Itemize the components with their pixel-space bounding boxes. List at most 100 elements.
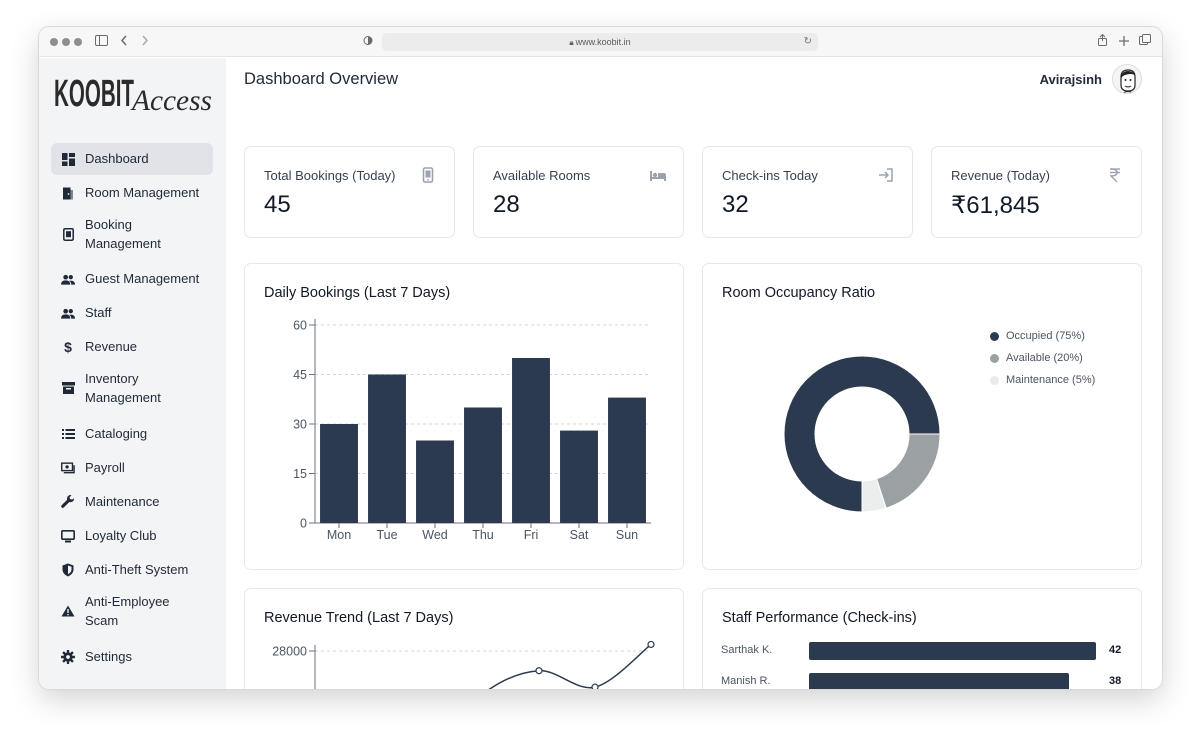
sidebar-item-anti-theft-system[interactable]: Anti-Theft System bbox=[51, 554, 213, 586]
legend-label: Maintenance (5%) bbox=[1006, 374, 1096, 386]
occupancy-card: Room Occupancy Ratio Occupied (75%) Avail… bbox=[702, 263, 1142, 570]
sidebar-item-booking-management[interactable]: Booking Management bbox=[51, 211, 213, 257]
avatar[interactable] bbox=[1112, 64, 1142, 94]
new-tab-icon[interactable] bbox=[1119, 33, 1129, 51]
payroll-icon bbox=[61, 461, 75, 475]
stat-value: 45 bbox=[264, 191, 291, 218]
sidebar-item-label: Payroll bbox=[85, 460, 125, 475]
legend-swatch bbox=[990, 375, 999, 385]
address-bar[interactable]: 🔒︎ www.koobit.in ↻ bbox=[382, 33, 818, 51]
stat-value: 32 bbox=[722, 191, 749, 218]
sidebar-item-label: Revenue bbox=[85, 339, 138, 354]
shield-icon bbox=[61, 563, 75, 577]
pie-slice[interactable] bbox=[875, 433, 941, 509]
card-title: Room Occupancy Ratio bbox=[722, 285, 876, 301]
sidebar-item-inventory-management[interactable]: Inventory Management bbox=[51, 365, 213, 411]
data-point[interactable] bbox=[591, 683, 599, 689]
back-icon[interactable] bbox=[120, 33, 128, 51]
card-title: Staff Performance (Check-ins) bbox=[722, 610, 917, 626]
legend-label: Available (20%) bbox=[1006, 352, 1083, 364]
sidebar-toggle-icon[interactable] bbox=[95, 33, 108, 51]
window-minimize-button[interactable] bbox=[62, 38, 70, 46]
dashboard-icon bbox=[61, 152, 75, 166]
y-tick-label: 60 bbox=[293, 319, 307, 333]
card-title: Revenue Trend (Last 7 Days) bbox=[264, 610, 454, 626]
staff-row: Manish R. 38 bbox=[721, 672, 1121, 689]
bar[interactable] bbox=[320, 424, 358, 523]
sidebar-item-room-management[interactable]: Room Management bbox=[51, 177, 213, 209]
sidebar-item-staff[interactable]: Staff bbox=[51, 297, 213, 329]
privacy-shield-icon[interactable] bbox=[363, 33, 373, 51]
x-tick-label: Tue bbox=[376, 528, 397, 542]
list-icon bbox=[61, 427, 75, 441]
stat-card-check-ins[interactable]: Check-ins Today 32 bbox=[702, 146, 913, 238]
y-tick-label: 0 bbox=[300, 517, 307, 531]
y-tick-label: 45 bbox=[293, 368, 307, 382]
bar[interactable] bbox=[512, 358, 550, 523]
login-icon bbox=[878, 167, 894, 183]
x-tick-label: Fri bbox=[524, 528, 539, 542]
data-point[interactable] bbox=[647, 640, 655, 649]
sidebar-item-dashboard[interactable]: Dashboard bbox=[51, 143, 213, 175]
staff-bar[interactable] bbox=[809, 642, 1096, 660]
staff-row: Sarthak K. 42 bbox=[721, 641, 1121, 661]
sidebar-item-label: Settings bbox=[85, 649, 132, 664]
warning-icon bbox=[61, 604, 75, 618]
sidebar-item-label: Booking Management bbox=[85, 217, 161, 251]
wrench-icon bbox=[61, 495, 75, 509]
legend-item[interactable]: Maintenance (5%) bbox=[990, 374, 1095, 386]
legend-item[interactable]: Occupied (75%) bbox=[990, 330, 1085, 342]
bar[interactable] bbox=[368, 374, 406, 524]
page-title: Dashboard Overview bbox=[244, 70, 399, 88]
people-icon bbox=[61, 272, 75, 286]
sidebar-item-anti-employee-scam[interactable]: Anti-Employee Scam bbox=[51, 588, 213, 634]
x-tick-label: Mon bbox=[327, 528, 351, 542]
user-name[interactable]: Avirajsinh bbox=[1039, 72, 1102, 87]
brand-logo[interactable]: KOOBIT Access bbox=[54, 66, 219, 117]
sidebar-item-settings[interactable]: Settings bbox=[51, 641, 213, 673]
pie-slice[interactable] bbox=[783, 355, 941, 513]
stat-card-total-bookings[interactable]: Total Bookings (Today) 45 bbox=[244, 146, 455, 238]
pie-slice[interactable] bbox=[861, 478, 887, 513]
window-close-button[interactable] bbox=[50, 38, 58, 46]
bar[interactable] bbox=[416, 440, 454, 524]
y-tick-label: 30 bbox=[293, 418, 307, 432]
legend-item[interactable]: Available (20%) bbox=[990, 352, 1083, 364]
stat-card-available-rooms[interactable]: Available Rooms 28 bbox=[473, 146, 684, 238]
bar[interactable] bbox=[464, 407, 502, 524]
sidebar-item-loyalty-club[interactable]: Loyalty Club bbox=[51, 520, 213, 552]
bed-icon bbox=[649, 167, 666, 183]
sidebar-item-maintenance[interactable]: Maintenance bbox=[51, 486, 213, 518]
y-tick-label: 28000 bbox=[272, 645, 307, 659]
logo-word: KOOBIT bbox=[54, 73, 134, 115]
share-icon[interactable] bbox=[1097, 33, 1108, 51]
staff-bar[interactable] bbox=[809, 673, 1069, 689]
reload-icon[interactable]: ↻ bbox=[803, 36, 812, 47]
data-point[interactable] bbox=[535, 667, 543, 675]
tab-overview-icon[interactable] bbox=[1139, 33, 1151, 51]
daily-bookings-chart: 0 15 30 45 60 Mon Tue Wed Thu Fri Sat Sun bbox=[293, 319, 651, 542]
gear-icon bbox=[61, 650, 75, 664]
monitor-icon bbox=[61, 529, 75, 543]
x-tick-label: Thu bbox=[472, 528, 494, 542]
stat-card-revenue[interactable]: Revenue (Today) ₹61,845 bbox=[931, 146, 1142, 238]
legend-swatch bbox=[990, 331, 999, 341]
sidebar-item-payroll[interactable]: Payroll bbox=[51, 452, 213, 484]
bar[interactable] bbox=[608, 397, 646, 523]
lock-icon: 🔒︎ bbox=[569, 38, 574, 47]
sidebar-item-guest-management[interactable]: Guest Management bbox=[51, 263, 213, 295]
sidebar-item-label: Room Management bbox=[85, 185, 200, 200]
sidebar-item-label: Anti-Employee Scam bbox=[85, 594, 170, 628]
sidebar-item-label: Cataloging bbox=[85, 426, 148, 441]
staff-value: 38 bbox=[1109, 675, 1122, 687]
forward-icon[interactable] bbox=[141, 33, 149, 51]
sidebar-item-cataloging[interactable]: Cataloging bbox=[51, 418, 213, 450]
sidebar-item-revenue[interactable]: $ Revenue bbox=[51, 331, 213, 363]
legend-swatch bbox=[990, 353, 999, 363]
address-text: www.koobit.in bbox=[575, 37, 631, 47]
people-icon bbox=[61, 306, 75, 320]
window-maximize-button[interactable] bbox=[74, 38, 82, 46]
bar[interactable] bbox=[560, 430, 598, 523]
staff-performance-card: Staff Performance (Check-ins) Sarthak K.… bbox=[702, 588, 1142, 689]
